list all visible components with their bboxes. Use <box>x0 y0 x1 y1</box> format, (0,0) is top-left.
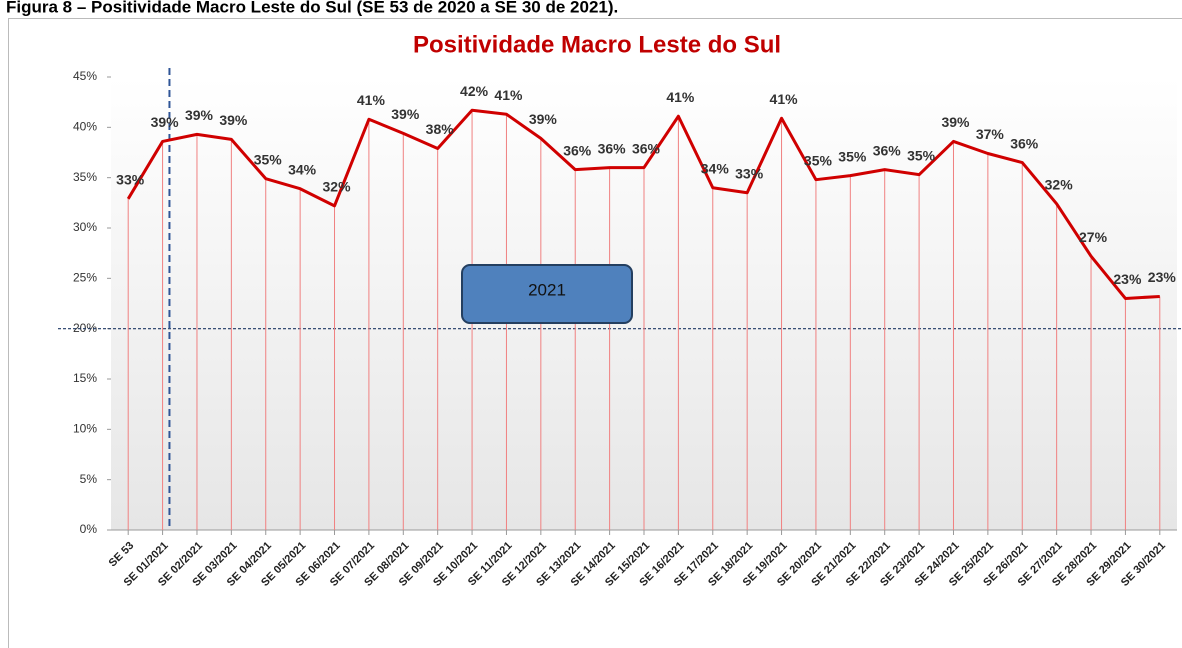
value-label: 36% <box>632 140 661 156</box>
value-label: 42% <box>460 83 489 99</box>
chart-title: Positividade Macro Leste do Sul <box>413 31 781 58</box>
value-label: 23% <box>1113 271 1142 287</box>
y-tick-label: 0% <box>80 522 98 536</box>
value-label: 32% <box>323 179 352 195</box>
annotation-box <box>461 264 633 324</box>
value-label: 36% <box>563 142 592 158</box>
value-label: 35% <box>907 147 936 163</box>
y-tick-label: 5% <box>80 472 98 486</box>
value-label: 34% <box>701 160 730 176</box>
value-label: 36% <box>598 140 627 156</box>
y-tick-label: 10% <box>73 422 97 436</box>
value-label: 35% <box>254 151 283 167</box>
value-label: 41% <box>357 92 386 108</box>
y-tick-label: 40% <box>73 120 97 134</box>
value-label: 27% <box>1079 229 1108 245</box>
value-label: 41% <box>494 87 523 103</box>
value-label: 41% <box>770 91 799 107</box>
annotation: 2021 <box>528 280 566 299</box>
y-tick-label: 20% <box>73 321 97 335</box>
value-label: 39% <box>941 114 970 130</box>
value-label: 36% <box>873 142 902 158</box>
value-label: 39% <box>185 107 214 123</box>
value-label: 35% <box>804 152 833 168</box>
value-label: 35% <box>838 148 867 164</box>
caption: Figura 8 – Positividade Macro Leste do S… <box>6 0 618 16</box>
value-label: 37% <box>976 126 1005 142</box>
value-label: 39% <box>151 114 180 130</box>
value-label: 41% <box>666 89 695 105</box>
value-label: 33% <box>116 172 145 188</box>
value-label: 39% <box>529 111 558 127</box>
value-label: 39% <box>219 112 248 128</box>
value-label: 33% <box>735 165 764 181</box>
value-label: 38% <box>426 121 455 137</box>
value-label: 39% <box>391 106 420 122</box>
y-tick-label: 15% <box>73 371 97 385</box>
value-label: 36% <box>1010 135 1039 151</box>
y-tick-label: 35% <box>73 170 97 184</box>
series-line <box>126 108 1160 300</box>
y-tick-label: 25% <box>73 271 97 285</box>
value-label: 34% <box>288 161 317 177</box>
value-label: 23% <box>1148 269 1177 285</box>
value-label: 32% <box>1045 177 1074 193</box>
y-tick-label: 30% <box>73 220 97 234</box>
y-tick-label: 45% <box>73 69 97 83</box>
